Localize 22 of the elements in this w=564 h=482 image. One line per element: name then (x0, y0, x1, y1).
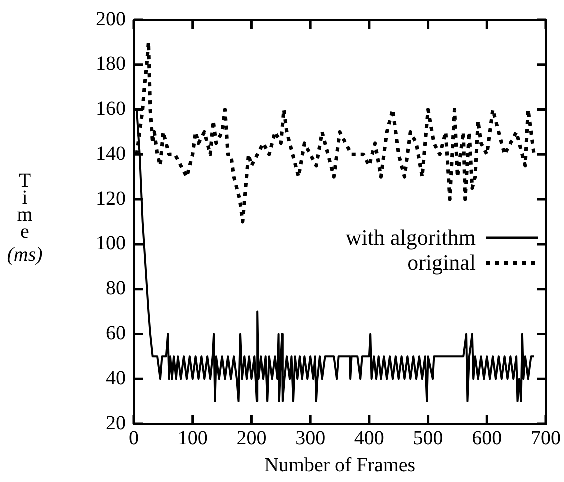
y-axis-title: Time (ms) (6, 170, 44, 267)
x-axis-title: Number of Frames (264, 454, 416, 476)
y-tick-label: 200 (96, 8, 126, 30)
legend-label: original (408, 250, 476, 276)
y-tick-label: 180 (96, 53, 126, 76)
x-tick-label: 500 (413, 427, 444, 450)
y-tick-label: 40 (106, 367, 126, 390)
x-tick-label: 200 (236, 427, 267, 450)
y-tick-label: 80 (106, 278, 126, 300)
y-tick-label: 60 (106, 322, 126, 344)
y-tick-label: 160 (96, 98, 126, 120)
legend-label: with algorithm (346, 224, 476, 250)
y-tick-label: 120 (96, 188, 126, 210)
x-tick-label: 600 (472, 427, 502, 450)
x-tick-label: 300 (296, 427, 326, 450)
y-tick-label: 100 (96, 232, 126, 255)
x-tick-label: 700 (531, 427, 561, 450)
x-tick-label: 100 (178, 427, 208, 450)
y-tick-label: 20 (106, 412, 126, 434)
x-tick-label: 0 (129, 427, 139, 450)
y-tick-label: 140 (96, 142, 126, 165)
x-tick-label: 400 (354, 427, 384, 450)
